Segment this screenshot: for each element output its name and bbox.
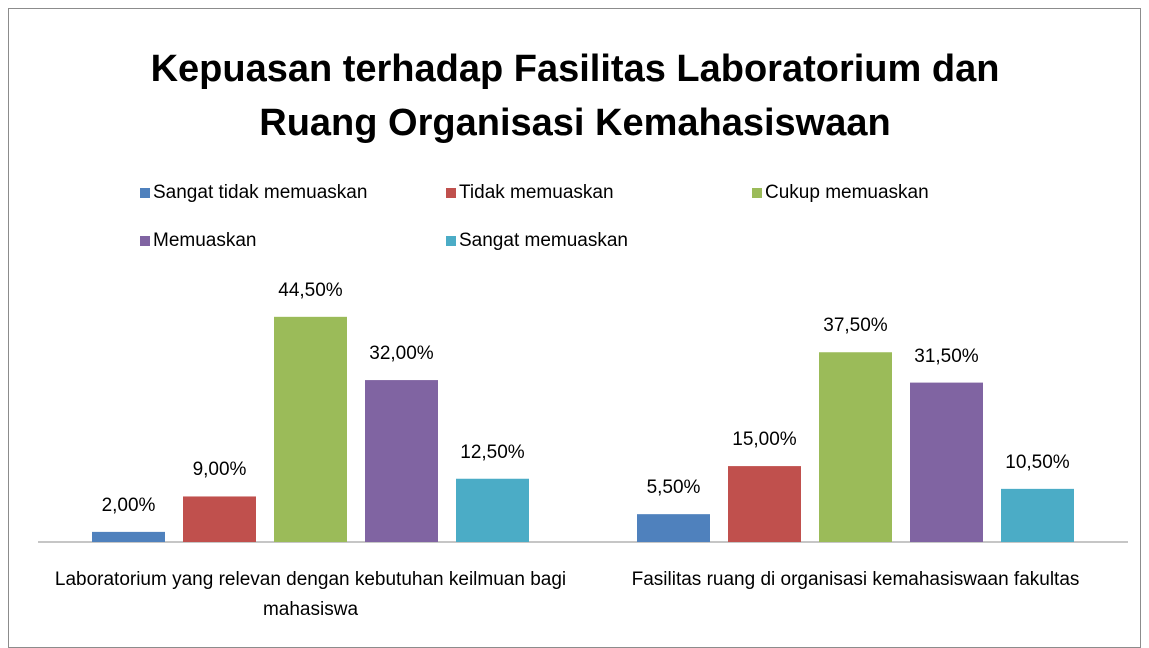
bar (365, 380, 438, 542)
bar (637, 514, 710, 542)
value-label: 10,50% (1005, 451, 1070, 473)
value-label: 12,50% (460, 441, 525, 463)
legend-swatch (140, 188, 150, 198)
legend-label: Cukup memuaskan (765, 182, 929, 203)
value-label: 2,00% (101, 494, 156, 516)
legend-label: Memuaskan (153, 230, 257, 251)
value-label: 9,00% (192, 459, 247, 481)
legend-label: Sangat memuaskan (459, 230, 628, 251)
legend-swatch (446, 236, 456, 246)
bar (183, 496, 256, 542)
value-label: 15,00% (732, 429, 797, 451)
value-label: 31,50% (914, 345, 979, 367)
bar (1001, 488, 1074, 542)
chart: Kepuasan terhadap Fasilitas Laboratorium… (8, 8, 1141, 648)
bar (819, 352, 892, 542)
legend-swatch (446, 188, 456, 198)
bar (274, 316, 347, 542)
x-tick-label: Laboratorium yang relevan dengan kebutuh… (54, 569, 567, 620)
bar (92, 531, 165, 542)
bar (456, 478, 529, 542)
value-label: 37,50% (823, 315, 888, 337)
value-label: 5,50% (646, 477, 701, 499)
x-tick-label: Fasilitas ruang di organisasi kemahasisw… (631, 569, 1080, 590)
bar (728, 466, 801, 542)
legend-swatch (140, 236, 150, 246)
plot (38, 316, 1128, 543)
bar (910, 382, 983, 542)
value-label: 32,00% (369, 343, 434, 365)
chart-title: Kepuasan terhadap Fasilitas Laboratorium… (150, 48, 1000, 144)
legend-swatch (752, 188, 762, 198)
legend-label: Tidak memuaskan (459, 182, 614, 203)
value-label: 44,50% (278, 279, 343, 301)
legend-label: Sangat tidak memuaskan (153, 182, 368, 203)
